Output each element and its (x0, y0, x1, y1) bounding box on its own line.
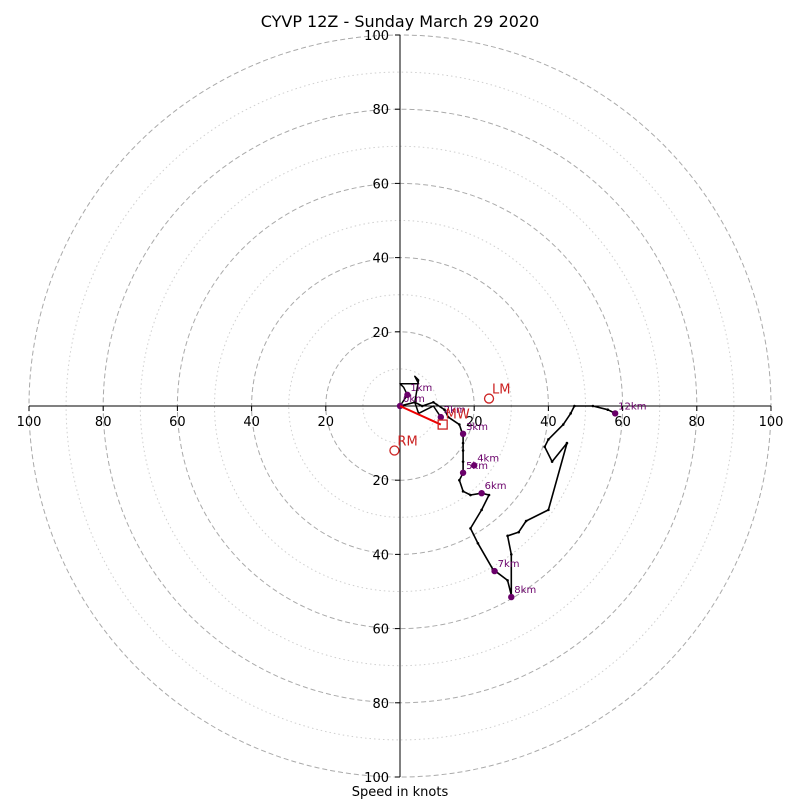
x-axis-label: Speed in knots (352, 785, 449, 800)
y-tick-label: 40 (372, 548, 389, 563)
hodograph-point (506, 579, 509, 582)
mean-wind-label: MW (446, 408, 470, 423)
hodograph-point (469, 493, 472, 497)
hodograph-trace (399, 401, 616, 597)
height-marker-4km (471, 462, 478, 469)
hodograph-point (565, 441, 569, 445)
right-mover-marker (389, 445, 400, 456)
y-tick-label: 20 (372, 474, 389, 489)
hodograph-point (446, 415, 450, 419)
height-label-1km: 1km (410, 383, 432, 394)
ticks-layer: 100 80 60 40 20 20 40 60 80 100 100 80 60 40 20 20 40 60 8… (17, 29, 784, 786)
hodograph-point (461, 460, 465, 463)
hodograph-point (591, 404, 595, 408)
height-label-12km: 12km (618, 401, 646, 412)
hodograph-point (458, 478, 461, 482)
x-tick-label: 20 (318, 415, 335, 430)
height-marker-12km (611, 410, 619, 417)
height-label-3km: 3km (466, 422, 488, 433)
hodograph-point (461, 441, 465, 445)
hodograph-point (487, 493, 491, 497)
shear-vector (399, 405, 442, 426)
x-tick-label: 80 (689, 415, 706, 430)
height-label-2km: 2km (444, 405, 466, 416)
hodograph-point (461, 449, 465, 452)
mean-wind-marker (437, 419, 448, 430)
x-tick-label: 100 (17, 415, 42, 430)
y-tick-label: 20 (372, 326, 389, 341)
height-label-4km: 4km (477, 453, 499, 464)
hodograph-point (606, 408, 610, 412)
height-label-8km: 8km (514, 585, 536, 596)
height-label-6km: 6km (485, 481, 507, 492)
hodograph-point (480, 508, 483, 512)
hodograph-point (547, 508, 550, 512)
hodograph-point (420, 404, 424, 408)
left-mover-label: LM (492, 383, 510, 398)
x-tick-label: 100 (759, 415, 784, 430)
x-tick-label: 60 (614, 415, 631, 430)
hodograph-point (543, 445, 546, 449)
height-marker-7km (491, 567, 498, 575)
hodograph-point (547, 438, 550, 441)
hodograph-point (573, 404, 576, 408)
y-tick-label: 80 (372, 697, 389, 712)
storm-motion-layer: MW RM LM (389, 383, 511, 456)
height-marker-8km (508, 593, 515, 601)
right-mover-label: RM (397, 435, 417, 450)
hodograph-point (524, 519, 528, 523)
y-tick-label: 80 (372, 103, 389, 118)
x-tick-label: 40 (540, 415, 557, 430)
low-level-trace (399, 375, 442, 418)
height-marker-5km (459, 469, 467, 476)
height-marker-3km (459, 430, 467, 438)
hodograph-point (469, 527, 472, 530)
height-marker-2km (437, 413, 445, 421)
chart-title: CYVP 12Z - Sunday March 29 2020 (261, 12, 540, 31)
left-mover-marker (483, 393, 495, 404)
height-marker-1km (404, 391, 411, 399)
hodograph-point (550, 460, 554, 463)
hodograph-point (443, 408, 446, 412)
hodograph-point (506, 534, 509, 538)
y-tick-label: 100 (364, 29, 389, 44)
height-label-5km: 5km (466, 461, 488, 472)
height-marker-6km (478, 489, 485, 497)
hodograph-point (561, 423, 565, 426)
hodograph-point (517, 530, 521, 534)
x-tick-label: 20 (466, 415, 483, 430)
hodograph-point (461, 490, 465, 493)
y-tick-label: 60 (372, 623, 389, 638)
y-tick-label: 60 (372, 177, 389, 192)
hodograph-layer (398, 375, 617, 597)
hodograph-point (569, 412, 572, 415)
x-tick-label: 60 (169, 415, 186, 430)
hodograph-point (413, 400, 417, 404)
height-label-0km: 0km (403, 394, 425, 405)
hodograph-point (510, 553, 513, 556)
hodograph-point (458, 423, 461, 426)
x-tick-label: 40 (243, 415, 260, 430)
hodograph-point (476, 541, 480, 545)
x-tick-label: 80 (95, 415, 112, 430)
y-tick-label: 100 (364, 771, 389, 786)
y-tick-label: 40 (372, 252, 389, 267)
hodograph-point (432, 400, 435, 404)
height-label-7km: 7km (498, 559, 520, 570)
